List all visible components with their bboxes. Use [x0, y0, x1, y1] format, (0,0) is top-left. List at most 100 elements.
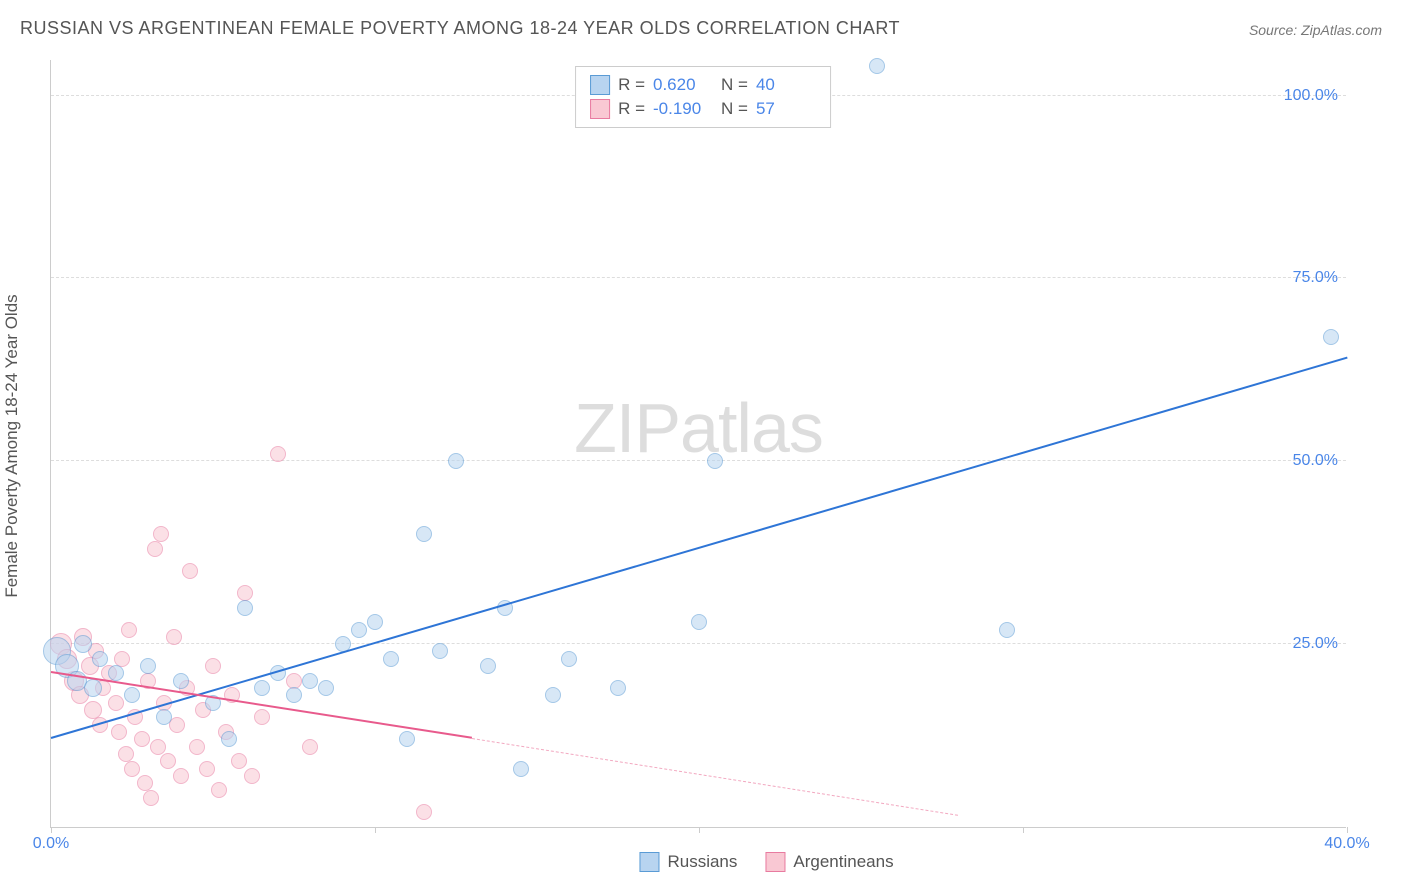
- x-tick-mark: [375, 827, 376, 833]
- argentinean-point: [189, 739, 205, 755]
- argentinean-point: [114, 651, 130, 667]
- russian-point: [545, 687, 561, 703]
- argentinean-point: [205, 658, 221, 674]
- russian-point: [561, 651, 577, 667]
- n-value: 57: [756, 99, 816, 119]
- russian-point: [999, 622, 1015, 638]
- n-label: N =: [721, 75, 748, 95]
- argentinean-point: [231, 753, 247, 769]
- argentinean-point: [199, 761, 215, 777]
- x-tick-mark: [1023, 827, 1024, 833]
- legend-item: Russians: [639, 852, 737, 872]
- russian-point: [237, 600, 253, 616]
- russian-point: [399, 731, 415, 747]
- russian-point: [869, 58, 885, 74]
- russian-point: [707, 453, 723, 469]
- russian-point: [140, 658, 156, 674]
- argentinean-point: [244, 768, 260, 784]
- argentinean-point: [270, 446, 286, 462]
- watermark-zip: ZIP: [574, 389, 680, 467]
- x-tick-label: 40.0%: [1324, 835, 1369, 853]
- russian-point: [318, 680, 334, 696]
- r-label: R =: [618, 75, 645, 95]
- russian-point: [302, 673, 318, 689]
- russian-point: [610, 680, 626, 696]
- argentinean-point: [134, 731, 150, 747]
- argentinean-point: [124, 761, 140, 777]
- argentinean-point: [211, 782, 227, 798]
- correlation-stats-legend: R = 0.620 N = 40 R = -0.190 N = 57: [575, 66, 831, 128]
- trend-line: [472, 738, 958, 816]
- russian-point: [432, 643, 448, 659]
- russian-point: [480, 658, 496, 674]
- argentinean-point: [173, 768, 189, 784]
- gridline: [51, 643, 1346, 644]
- russian-point: [351, 622, 367, 638]
- gridline: [51, 460, 1346, 461]
- argentinean-point: [118, 746, 134, 762]
- russian-point: [92, 651, 108, 667]
- chart-title: RUSSIAN VS ARGENTINEAN FEMALE POVERTY AM…: [20, 18, 900, 39]
- argentinean-point: [286, 673, 302, 689]
- argentinean-point: [150, 739, 166, 755]
- argentinean-point: [302, 739, 318, 755]
- watermark: ZIPatlas: [574, 388, 823, 468]
- russian-point: [416, 526, 432, 542]
- n-label: N =: [721, 99, 748, 119]
- russian-point: [513, 761, 529, 777]
- stats-legend-row: R = 0.620 N = 40: [590, 73, 816, 97]
- y-tick-label: 25.0%: [1293, 635, 1338, 653]
- russian-point: [124, 687, 140, 703]
- x-tick-mark: [1347, 827, 1348, 833]
- russian-point: [173, 673, 189, 689]
- argentinean-point: [147, 541, 163, 557]
- russian-point: [156, 709, 172, 725]
- russian-point: [84, 679, 102, 697]
- legend-swatch: [590, 75, 610, 95]
- r-value: 0.620: [653, 75, 713, 95]
- russian-point: [691, 614, 707, 630]
- russian-point: [1323, 329, 1339, 345]
- argentinean-point: [143, 790, 159, 806]
- legend-item: Argentineans: [765, 852, 893, 872]
- argentinean-point: [108, 695, 124, 711]
- watermark-atlas: atlas: [680, 389, 823, 467]
- y-axis-title: Female Poverty Among 18-24 Year Olds: [2, 294, 22, 597]
- legend-label: Russians: [667, 852, 737, 872]
- scatter-plot-area: ZIPatlas 25.0%50.0%75.0%100.0%0.0%40.0%: [50, 60, 1346, 828]
- r-value: -0.190: [653, 99, 713, 119]
- argentinean-point: [121, 622, 137, 638]
- russian-point: [108, 665, 124, 681]
- gridline: [51, 277, 1346, 278]
- stats-legend-row: R = -0.190 N = 57: [590, 97, 816, 121]
- legend-swatch: [765, 852, 785, 872]
- x-tick-mark: [699, 827, 700, 833]
- n-value: 40: [756, 75, 816, 95]
- legend-swatch: [639, 852, 659, 872]
- argentinean-point: [182, 563, 198, 579]
- argentinean-point: [111, 724, 127, 740]
- russian-point: [448, 453, 464, 469]
- russian-point: [367, 614, 383, 630]
- argentinean-point: [160, 753, 176, 769]
- argentinean-point: [254, 709, 270, 725]
- russian-point: [383, 651, 399, 667]
- x-tick-label: 0.0%: [33, 835, 69, 853]
- source-attribution: Source: ZipAtlas.com: [1249, 22, 1382, 38]
- y-tick-label: 100.0%: [1284, 87, 1338, 105]
- argentinean-point: [153, 526, 169, 542]
- legend-label: Argentineans: [793, 852, 893, 872]
- y-tick-label: 50.0%: [1293, 452, 1338, 470]
- argentinean-point: [237, 585, 253, 601]
- russian-point: [74, 635, 92, 653]
- trend-line: [51, 357, 1348, 739]
- argentinean-point: [166, 629, 182, 645]
- russian-point: [286, 687, 302, 703]
- x-tick-mark: [51, 827, 52, 833]
- argentinean-point: [416, 804, 432, 820]
- r-label: R =: [618, 99, 645, 119]
- russian-point: [254, 680, 270, 696]
- argentinean-point: [137, 775, 153, 791]
- series-legend: Russians Argentineans: [639, 852, 893, 872]
- legend-swatch: [590, 99, 610, 119]
